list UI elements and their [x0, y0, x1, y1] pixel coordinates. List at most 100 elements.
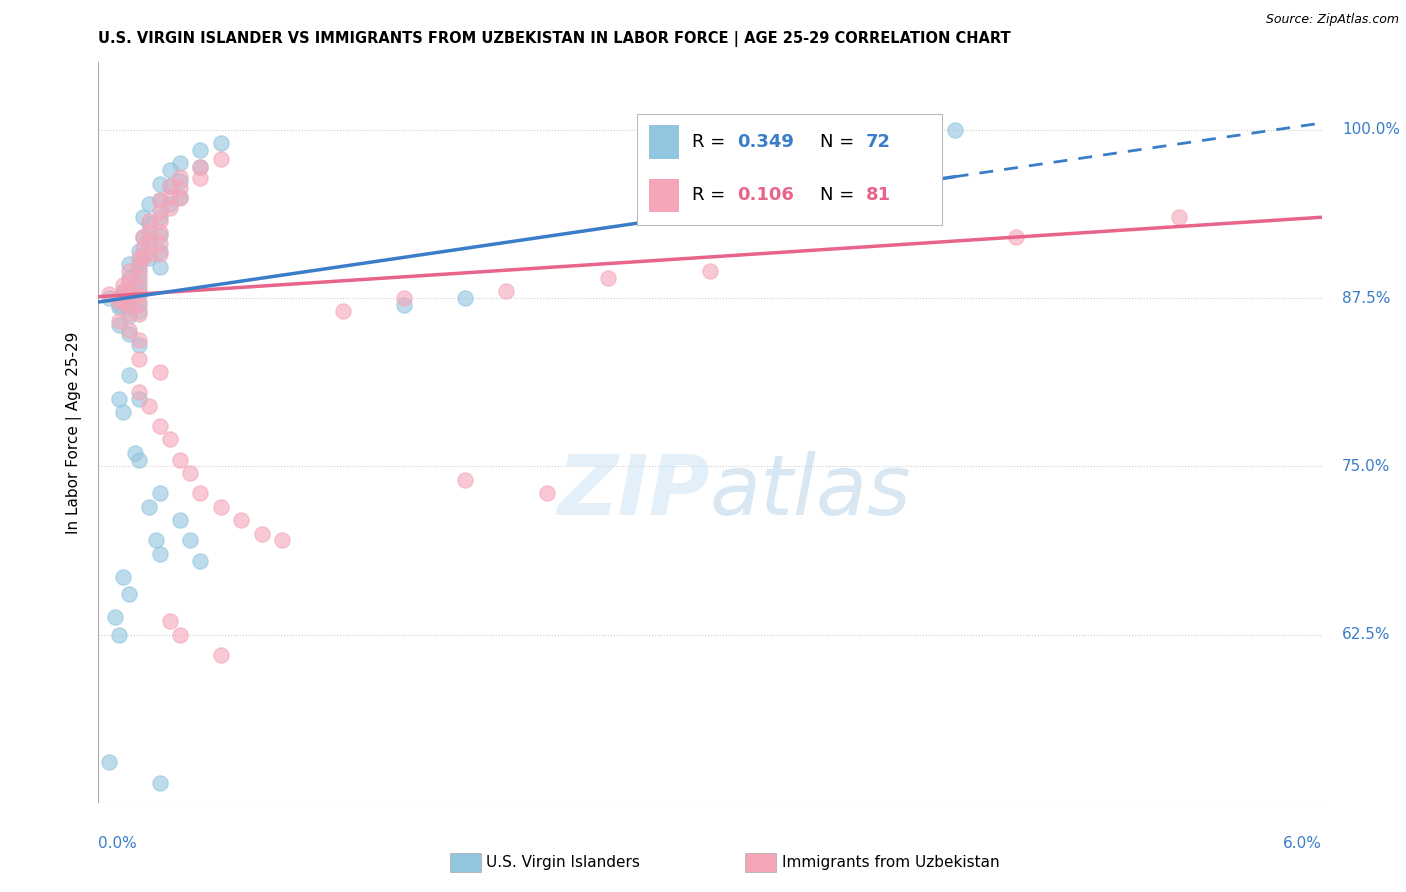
Point [149, 225, 172, 239]
Point [108, 318, 131, 332]
Text: 75.0%: 75.0% [1341, 458, 1391, 474]
Point [159, 614, 181, 628]
Point [169, 627, 191, 641]
Point [128, 304, 150, 318]
Point [128, 285, 150, 299]
Text: atlas: atlas [710, 451, 911, 533]
Text: Source: ZipAtlas.com: Source: ZipAtlas.com [1265, 13, 1399, 27]
Point [111, 290, 134, 304]
Point [128, 295, 150, 310]
Point [149, 418, 172, 433]
Point [138, 214, 160, 228]
Point [149, 211, 172, 225]
Point [169, 452, 191, 467]
Point [108, 301, 131, 315]
Point [159, 196, 181, 211]
Point [169, 191, 191, 205]
Text: 100.0%: 100.0% [1341, 122, 1400, 137]
Point [149, 177, 172, 191]
Point [128, 251, 150, 265]
Point [209, 648, 232, 662]
Point [149, 260, 172, 274]
Point [111, 405, 134, 419]
Point [111, 295, 134, 310]
Point [128, 279, 150, 293]
Text: 6.0%: 6.0% [1282, 837, 1322, 852]
Point [209, 153, 232, 167]
Point [145, 533, 167, 548]
Point [138, 251, 160, 265]
Point [128, 273, 150, 287]
Point [392, 291, 416, 305]
Point [159, 433, 181, 447]
Point [149, 486, 172, 500]
Point [128, 244, 150, 258]
Point [801, 122, 824, 136]
Point [111, 277, 134, 292]
Point [104, 610, 127, 624]
Point [128, 392, 150, 406]
Text: 62.5%: 62.5% [1341, 627, 1391, 642]
Point [118, 282, 141, 296]
Point [209, 136, 232, 151]
Point [495, 285, 517, 299]
Point [188, 161, 212, 175]
Point [118, 309, 141, 323]
Point [132, 230, 155, 244]
Point [128, 385, 150, 400]
Point [169, 169, 191, 184]
Point [111, 293, 134, 308]
Point [118, 273, 141, 287]
Point [118, 282, 141, 296]
Point [149, 547, 172, 561]
Point [118, 587, 141, 601]
Point [179, 466, 201, 480]
Point [118, 368, 141, 382]
Point [97, 756, 120, 770]
Point [169, 513, 191, 527]
Point [454, 473, 477, 487]
Point [128, 351, 150, 366]
Point [188, 486, 212, 500]
Point [128, 338, 150, 352]
Point [128, 257, 150, 271]
Point [149, 203, 172, 218]
Point [138, 225, 160, 239]
Point [118, 298, 141, 312]
Text: Immigrants from Uzbekistan: Immigrants from Uzbekistan [782, 855, 1000, 870]
Point [138, 217, 160, 231]
Point [118, 257, 141, 271]
Point [111, 285, 134, 300]
Text: ZIP: ZIP [557, 451, 710, 533]
Point [454, 291, 477, 305]
Point [128, 288, 150, 302]
Point [149, 244, 172, 258]
Text: 0.0%: 0.0% [98, 837, 138, 852]
Point [149, 235, 172, 250]
Point [270, 533, 292, 548]
Point [1167, 211, 1189, 225]
Point [169, 180, 191, 194]
Point [332, 304, 354, 318]
Point [118, 290, 141, 304]
Point [159, 179, 181, 194]
Point [138, 246, 160, 260]
Point [128, 333, 150, 347]
Point [138, 196, 160, 211]
Point [188, 161, 212, 175]
Point [118, 270, 141, 285]
Point [188, 553, 212, 567]
Point [138, 399, 160, 413]
Text: U.S. Virgin Islanders: U.S. Virgin Islanders [486, 855, 640, 870]
Point [111, 285, 134, 299]
Point [138, 235, 160, 250]
Point [118, 323, 141, 337]
Point [598, 270, 620, 285]
Point [108, 295, 131, 310]
Point [108, 392, 131, 406]
Point [392, 298, 416, 312]
Point [149, 246, 172, 260]
Point [118, 264, 141, 278]
Point [209, 500, 232, 514]
Point [179, 533, 201, 548]
